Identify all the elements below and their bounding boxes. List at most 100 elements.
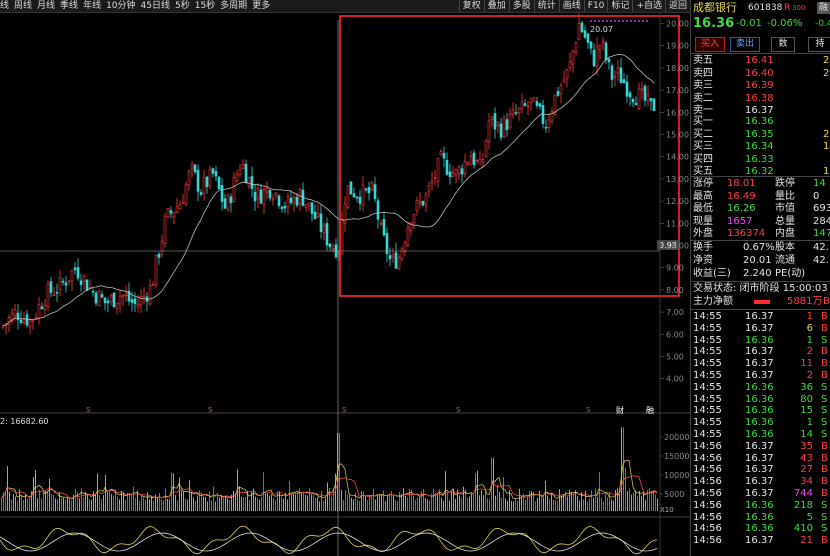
bid-level[interactable]: 买五 16.32 1	[691, 166, 830, 178]
margin-badge[interactable]: 融	[817, 2, 830, 14]
bid-level[interactable]: 买三 16.34 14	[691, 141, 830, 153]
tick-volume: 15	[800, 405, 813, 417]
price-change: -0.01	[736, 18, 762, 29]
period-0[interactable]: 线	[0, 1, 10, 11]
position-button[interactable]: 持	[808, 37, 830, 52]
stat-value: 147	[813, 228, 830, 239]
stock-flag: R	[784, 3, 791, 13]
sell-button[interactable]: 卖出	[730, 37, 760, 52]
period-3[interactable]: 季线	[60, 1, 79, 11]
buy-button[interactable]: 买入	[695, 37, 725, 52]
tick-volume: 218	[793, 499, 813, 511]
tick-row: 14:55 16.36 80 S	[691, 394, 830, 406]
candlestick-series	[1, 13, 656, 335]
ask-level[interactable]: 卖五 16.41 2	[691, 55, 830, 67]
ask-level[interactable]: 卖一 16.37	[691, 105, 830, 117]
tick-price: 16.36	[745, 417, 774, 429]
stat-label: 外盘	[693, 228, 713, 239]
peak-price-label: 20.07	[590, 25, 613, 34]
action-4[interactable]: 画线	[558, 0, 584, 12]
tick-volume: 410	[793, 523, 813, 535]
action-8[interactable]: 返回	[664, 0, 690, 12]
tick-time: 14:55	[693, 417, 722, 429]
tick-price: 16.37	[745, 440, 774, 452]
period-4[interactable]: 年线	[83, 1, 102, 11]
period-9[interactable]: 多周期	[220, 1, 248, 11]
action-6[interactable]: 标记	[607, 0, 632, 12]
level-volume: 2	[823, 67, 830, 79]
tick-side: S	[821, 381, 828, 393]
tick-side: B	[821, 535, 828, 547]
price-axis: 20.00 19.00 18.00 17.00 16.00 15.00 14.00 13.00…	[660, 20, 689, 384]
tick-price: 16.37	[745, 464, 774, 476]
tick-row: 14:55 16.37 1 B	[691, 311, 830, 323]
ask-level[interactable]: 卖四 16.40 2	[691, 68, 830, 80]
price-tick: 14.00	[666, 153, 689, 162]
action-5[interactable]: F10	[583, 0, 608, 12]
tick-volume: 35	[800, 440, 813, 452]
volume-axis: 20000 15000 10000 5000	[660, 433, 689, 499]
stat-label: 流通	[775, 255, 795, 266]
stat-value: 2.240	[743, 268, 772, 279]
tick-price: 16.37	[745, 358, 774, 370]
tick-volume: 34	[800, 476, 813, 488]
chart-actions: 复权 叠加 多股 统计 画线 F10 标记 +自选 返回	[458, 0, 690, 12]
cursor-price-box	[657, 240, 679, 250]
fundamental-row: 收益(三) 2.240 PE(动)	[691, 268, 830, 280]
tick-price: 16.37	[745, 311, 774, 322]
period-8[interactable]: 15秒	[194, 1, 216, 11]
period-10[interactable]: 更多	[252, 1, 271, 11]
period-1[interactable]: 周线	[14, 1, 33, 11]
tick-volume: 744	[793, 488, 813, 499]
action-0[interactable]: 复权	[458, 0, 484, 12]
bid-level[interactable]: 买二 16.35 2	[691, 129, 830, 141]
tick-time: 14:56	[693, 464, 722, 476]
fundamental-row: 换手 0.67% 股本 42.	[691, 242, 830, 254]
level-label: 卖二	[693, 92, 713, 104]
stat-value: 16.49	[727, 190, 756, 202]
tick-row: 14:55 16.36 1 S	[691, 417, 830, 429]
price-tick: 11.00	[666, 219, 689, 228]
bid-level[interactable]: 买一 16.36	[691, 116, 830, 128]
price-tick: 5.00	[666, 353, 684, 362]
stat-value: 136374	[727, 228, 766, 239]
tick-volume: 6	[806, 322, 813, 334]
action-1[interactable]: 叠加	[483, 0, 509, 12]
level-price: 16.36	[745, 116, 774, 127]
stock-code: 601838	[748, 3, 783, 13]
tick-side: S	[821, 417, 828, 429]
action-2[interactable]: 多股	[508, 0, 534, 12]
period-5[interactable]: 10分钟	[106, 1, 136, 11]
period-2[interactable]: 月线	[37, 1, 56, 11]
ask-level[interactable]: 卖二 16.38	[691, 93, 830, 105]
tick-price: 16.36	[745, 429, 774, 440]
flag-finance: 财	[616, 405, 624, 415]
tick-side: S	[821, 523, 828, 535]
bid-level[interactable]: 买四 16.33	[691, 154, 830, 166]
level-label: 卖四	[693, 67, 713, 79]
ask-level[interactable]: 卖三 16.39	[691, 80, 830, 92]
action-3[interactable]: 统计	[533, 0, 559, 12]
action-7[interactable]: +自选	[632, 0, 665, 12]
volume-tick: 15000	[664, 452, 689, 461]
tick-volume: 43	[800, 452, 813, 464]
tick-price: 16.37	[745, 488, 774, 499]
stat-value: 284	[813, 215, 830, 227]
period-7[interactable]: 5秒	[174, 1, 190, 11]
quantity-button[interactable]: 数	[771, 37, 795, 52]
tick-row: 14:56 16.37 35 B	[691, 441, 830, 453]
tick-price: 16.36	[745, 405, 774, 417]
period-6[interactable]: 45日线	[140, 1, 170, 11]
price-tick: 8.00	[666, 286, 684, 295]
stat-row: 最低 16.26 市值 693.	[691, 203, 830, 215]
price-tick: 18.00	[666, 64, 689, 73]
main-force-value: 5881万	[787, 296, 823, 307]
kline-chart[interactable]: 9.93 20.07 20.00 19.00 18.00 17.00 16.00 15.0…	[0, 12, 690, 556]
tick-volume: 27	[800, 464, 813, 476]
tick-time: 14:56	[693, 440, 722, 452]
stat-row: 涨停 18.01 跌停 14	[691, 178, 830, 190]
tick-row: 14:56 16.36 410 S	[691, 523, 830, 535]
price-tick: 4.00	[666, 375, 684, 384]
level-volume: 14	[823, 141, 830, 152]
tick-time: 14:55	[693, 311, 722, 322]
